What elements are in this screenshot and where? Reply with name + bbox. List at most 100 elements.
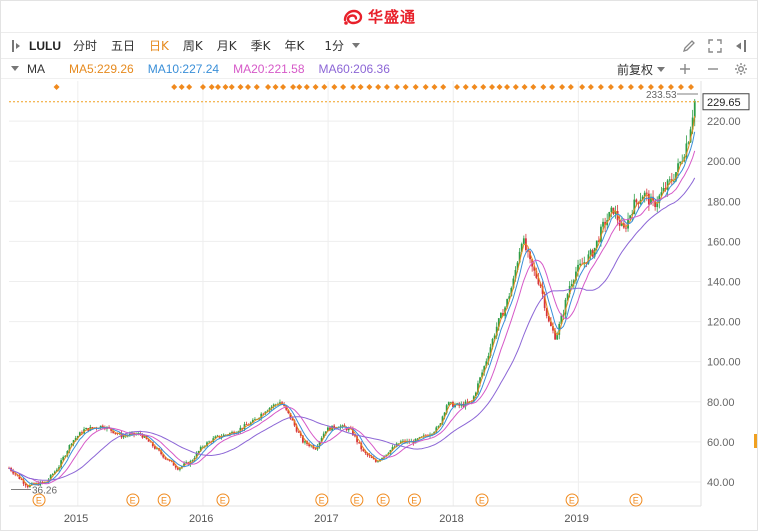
candle-body bbox=[672, 180, 675, 182]
event-diamond[interactable] bbox=[265, 84, 272, 90]
collapse-left-icon[interactable] bbox=[7, 33, 25, 59]
earnings-marker[interactable] bbox=[407, 493, 421, 507]
event-diamond[interactable] bbox=[222, 84, 229, 90]
earnings-marker[interactable] bbox=[157, 493, 171, 507]
event-diamond[interactable] bbox=[237, 84, 244, 90]
toolbar: LULU 分时 五日 日K 周K 月K 季K 年K 1分 bbox=[1, 33, 757, 59]
event-diamond[interactable] bbox=[504, 84, 511, 90]
earnings-marker[interactable] bbox=[32, 493, 46, 507]
scroll-handle[interactable] bbox=[754, 434, 757, 448]
event-diamond[interactable] bbox=[657, 84, 664, 90]
earnings-marker[interactable] bbox=[565, 493, 579, 507]
event-diamond[interactable] bbox=[312, 84, 319, 90]
event-diamond[interactable] bbox=[521, 84, 528, 90]
price-adjust-dropdown[interactable]: 前复权 bbox=[617, 59, 665, 79]
candle-body bbox=[656, 202, 659, 208]
event-diamond[interactable] bbox=[375, 84, 382, 90]
event-diamond[interactable] bbox=[667, 84, 674, 90]
event-diamond[interactable] bbox=[245, 84, 252, 90]
event-diamond[interactable] bbox=[383, 84, 390, 90]
event-diamond[interactable] bbox=[357, 84, 364, 90]
event-diamond[interactable] bbox=[677, 84, 684, 90]
event-diamond[interactable] bbox=[290, 84, 297, 90]
event-diamond[interactable] bbox=[272, 84, 279, 90]
event-diamond[interactable] bbox=[462, 84, 469, 90]
indicator-name[interactable]: MA bbox=[27, 61, 45, 76]
fullscreen-icon[interactable] bbox=[707, 38, 723, 54]
event-diamond[interactable] bbox=[186, 84, 193, 90]
earnings-marker[interactable] bbox=[475, 493, 489, 507]
event-diamond[interactable] bbox=[567, 84, 574, 90]
tab-yearly-k[interactable]: 年K bbox=[284, 39, 305, 53]
event-diamond[interactable] bbox=[296, 84, 303, 90]
candle-body bbox=[231, 431, 233, 433]
event-diamond[interactable] bbox=[412, 84, 419, 90]
event-diamond[interactable] bbox=[228, 84, 235, 90]
event-diamond[interactable] bbox=[637, 84, 644, 90]
event-diamond[interactable] bbox=[321, 84, 328, 90]
event-diamond[interactable] bbox=[579, 84, 586, 90]
event-diamond[interactable] bbox=[53, 84, 60, 90]
earnings-marker[interactable] bbox=[216, 493, 230, 507]
indicator-dropdown-icon[interactable] bbox=[11, 66, 19, 71]
event-diamond[interactable] bbox=[253, 84, 260, 90]
candle-body bbox=[577, 264, 579, 272]
gear-icon[interactable] bbox=[733, 61, 749, 77]
event-diamond[interactable] bbox=[214, 84, 221, 90]
event-diamond[interactable] bbox=[480, 84, 487, 90]
stock-symbol[interactable]: LULU bbox=[29, 38, 61, 53]
event-diamond[interactable] bbox=[647, 84, 654, 90]
pencil-icon[interactable] bbox=[681, 38, 697, 54]
event-diamond[interactable] bbox=[431, 84, 438, 90]
event-diamond[interactable] bbox=[440, 84, 447, 90]
tab-five-day[interactable]: 五日 bbox=[111, 39, 136, 53]
event-diamond[interactable] bbox=[402, 84, 409, 90]
event-diamond[interactable] bbox=[489, 84, 496, 90]
event-diamond[interactable] bbox=[549, 84, 556, 90]
event-diamond[interactable] bbox=[496, 84, 503, 90]
event-diamond[interactable] bbox=[587, 84, 594, 90]
minus-icon[interactable] bbox=[705, 61, 721, 77]
event-diamond[interactable] bbox=[617, 84, 624, 90]
event-diamond[interactable] bbox=[540, 84, 547, 90]
event-diamond[interactable] bbox=[350, 84, 357, 90]
earnings-marker[interactable] bbox=[350, 493, 364, 507]
tab-quarterly-k[interactable]: 季K bbox=[250, 39, 271, 53]
event-diamond[interactable] bbox=[559, 84, 566, 90]
event-diamond[interactable] bbox=[471, 84, 478, 90]
event-diamond[interactable] bbox=[280, 84, 287, 90]
event-diamond[interactable] bbox=[171, 84, 178, 90]
candle-body bbox=[289, 412, 292, 419]
earnings-marker[interactable] bbox=[376, 493, 390, 507]
tab-daily-k[interactable]: 日K bbox=[149, 39, 169, 53]
event-diamond[interactable] bbox=[199, 84, 206, 90]
event-diamond[interactable] bbox=[597, 84, 604, 90]
event-diamond[interactable] bbox=[303, 84, 310, 90]
earnings-marker[interactable] bbox=[629, 493, 643, 507]
event-diamond[interactable] bbox=[393, 84, 400, 90]
event-diamond[interactable] bbox=[178, 84, 185, 90]
candle-body bbox=[41, 481, 44, 483]
collapse-right-icon[interactable] bbox=[733, 38, 749, 54]
event-diamond[interactable] bbox=[453, 84, 460, 90]
tab-intraday[interactable]: 分时 bbox=[73, 39, 98, 53]
event-diamond[interactable] bbox=[208, 84, 215, 90]
event-diamond[interactable] bbox=[422, 84, 429, 90]
tab-weekly-k[interactable]: 周K bbox=[182, 39, 203, 53]
event-diamond[interactable] bbox=[512, 84, 519, 90]
interval-dropdown[interactable]: 1分 bbox=[324, 37, 361, 54]
candle-body bbox=[310, 445, 313, 447]
earnings-marker[interactable] bbox=[126, 493, 140, 507]
earnings-marker[interactable] bbox=[315, 493, 329, 507]
event-diamond[interactable] bbox=[340, 84, 347, 90]
event-diamond[interactable] bbox=[627, 84, 634, 90]
event-diamond[interactable] bbox=[607, 84, 614, 90]
tab-monthly-k[interactable]: 月K bbox=[216, 39, 237, 53]
candle-body bbox=[675, 172, 677, 181]
plus-icon[interactable] bbox=[677, 61, 693, 77]
price-chart[interactable]: 40.00 60.00 80.00 100.00 120.00 140.00 160.00 1… bbox=[1, 79, 757, 531]
event-diamond[interactable] bbox=[366, 84, 373, 90]
event-diamond[interactable] bbox=[530, 84, 537, 90]
event-diamond[interactable] bbox=[687, 84, 694, 90]
event-diamond[interactable] bbox=[331, 84, 338, 90]
